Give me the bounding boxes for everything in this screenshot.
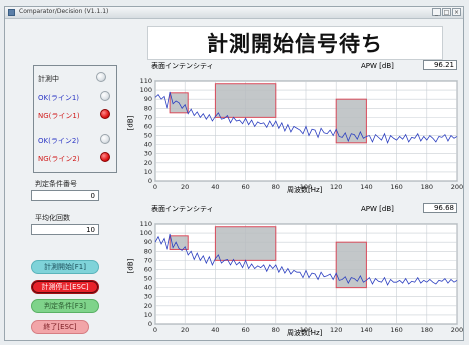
x-tick-label: 80 <box>272 183 280 191</box>
y-tick-label: 50 <box>144 275 152 283</box>
x-tick-label: 40 <box>211 326 219 334</box>
status-led-ng-line1 <box>100 109 110 119</box>
y-tick-label: 50 <box>144 132 152 140</box>
y-tick-label: 40 <box>144 284 152 292</box>
start-measurement-button[interactable]: 計測開始[F1] <box>31 260 99 274</box>
y-tick-label: 110 <box>140 220 152 228</box>
window-title: Comparator/Decision (V1.1.1) <box>19 8 109 15</box>
y-tick-label: 0 <box>148 177 152 185</box>
status-indicator-group: 計測中 OK(ライン1) NG(ライン1) OK(ライン2) NG(ライン2) <box>33 65 117 173</box>
x-tick-label: 20 <box>181 183 189 191</box>
chart-1-apw-value: 96.21 <box>423 60 457 70</box>
y-tick-label: 0 <box>148 320 152 328</box>
averaging-count-field[interactable]: 10 <box>31 224 99 235</box>
x-tick-label: 160 <box>390 326 402 334</box>
x-tick-label: 0 <box>153 183 157 191</box>
status-label-ng-line2: NG(ライン2) <box>38 155 80 163</box>
x-tick-label: 60 <box>241 183 249 191</box>
x-tick-label: 200 <box>451 183 463 191</box>
x-tick-label: 200 <box>451 326 463 334</box>
exit-button[interactable]: 終了[ESC] <box>31 320 89 334</box>
y-tick-label: 70 <box>144 256 152 264</box>
y-tick-label: 10 <box>144 311 152 319</box>
status-led-measuring <box>96 72 106 82</box>
x-tick-label: 120 <box>330 326 342 334</box>
y-tick-label: 20 <box>144 159 152 167</box>
threshold-box <box>214 83 277 118</box>
close-button[interactable]: × <box>452 8 461 16</box>
y-tick-label: 90 <box>144 238 152 246</box>
status-label-ok-line1: OK(ライン1) <box>38 94 80 102</box>
y-tick-label: 60 <box>144 122 152 130</box>
x-tick-label: 60 <box>241 326 249 334</box>
chart-panel-1: 表面インテンシティ APW [dB] 96.21 [dB] 0 20 40 60 80 1… <box>126 60 465 197</box>
y-tick-label: 110 <box>140 77 152 85</box>
status-led-ok-line1 <box>100 91 110 101</box>
x-tick-label: 0 <box>153 326 157 334</box>
stop-measurement-button[interactable]: 計測停止[ESC] <box>31 280 99 294</box>
condition-number-label: 判定条件番号 <box>35 180 77 188</box>
status-label-ng-line1: NG(ライン1) <box>38 112 80 120</box>
y-tick-label: 20 <box>144 302 152 310</box>
chart-2-title: 表面インテンシティ <box>151 205 214 213</box>
chart-2-plot: 0 20 40 60 80 100 120 140 160 180 2000102030405060… <box>140 220 464 334</box>
threshold-box <box>169 235 189 250</box>
chart-panel-2: 表面インテンシティ APW [dB] 96.68 [dB] 0 20 40 60 80 1… <box>126 203 465 340</box>
chart-2-apw-value: 96.68 <box>423 203 457 213</box>
y-tick-label: 100 <box>140 229 152 237</box>
chart-2-xlabel: 周波数[Hz] <box>287 329 323 337</box>
status-label-ok-line2: OK(ライン2) <box>38 137 80 145</box>
x-tick-label: 40 <box>211 183 219 191</box>
y-tick-label: 30 <box>144 293 152 301</box>
x-tick-label: 180 <box>421 326 433 334</box>
threshold-box <box>214 226 277 261</box>
title-bar: Comparator/Decision (V1.1.1) _ □ × <box>5 7 463 19</box>
averaging-count-label: 平均化回数 <box>35 214 70 222</box>
status-led-ok-line2 <box>100 134 110 144</box>
threshold-box <box>335 241 367 289</box>
threshold-box <box>335 98 367 144</box>
series-line <box>154 91 458 144</box>
x-tick-label: 140 <box>360 183 372 191</box>
status-banner: 計測開始信号待ち <box>147 26 443 60</box>
status-led-ng-line2 <box>100 152 110 162</box>
y-tick-label: 80 <box>144 104 152 112</box>
x-tick-label: 100 <box>300 183 312 191</box>
app-icon <box>8 9 15 16</box>
series-line <box>154 233 458 286</box>
maximize-button[interactable]: □ <box>442 8 451 16</box>
minimize-button[interactable]: _ <box>432 8 441 16</box>
x-tick-label: 100 <box>300 326 312 334</box>
judgement-condition-button[interactable]: 判定条件[F3] <box>31 299 99 313</box>
status-label-measuring: 計測中 <box>38 75 59 83</box>
x-tick-label: 140 <box>360 326 372 334</box>
y-tick-label: 30 <box>144 150 152 158</box>
y-tick-label: 70 <box>144 113 152 121</box>
condition-number-field[interactable]: 0 <box>31 190 99 201</box>
x-tick-label: 160 <box>390 183 402 191</box>
chart-1-title: 表面インテンシティ <box>151 62 214 70</box>
y-tick-label: 100 <box>140 86 152 94</box>
app-window: Comparator/Decision (V1.1.1) _ □ × 計測開始信… <box>4 6 464 341</box>
x-tick-label: 80 <box>272 326 280 334</box>
x-tick-label: 20 <box>181 326 189 334</box>
chart-1-xlabel: 周波数[Hz] <box>287 186 323 194</box>
y-tick-label: 40 <box>144 141 152 149</box>
x-tick-label: 120 <box>330 183 342 191</box>
x-tick-label: 180 <box>421 183 433 191</box>
y-tick-label: 90 <box>144 95 152 103</box>
chart-2-apw-label: APW [dB] <box>361 205 394 213</box>
chart-1-plot: 0 20 40 60 80 100 120 140 160 180 2000102030405060… <box>140 77 464 191</box>
chart-1-apw-label: APW [dB] <box>361 62 394 70</box>
y-tick-label: 10 <box>144 168 152 176</box>
y-tick-label: 60 <box>144 265 152 273</box>
y-tick-label: 80 <box>144 247 152 255</box>
